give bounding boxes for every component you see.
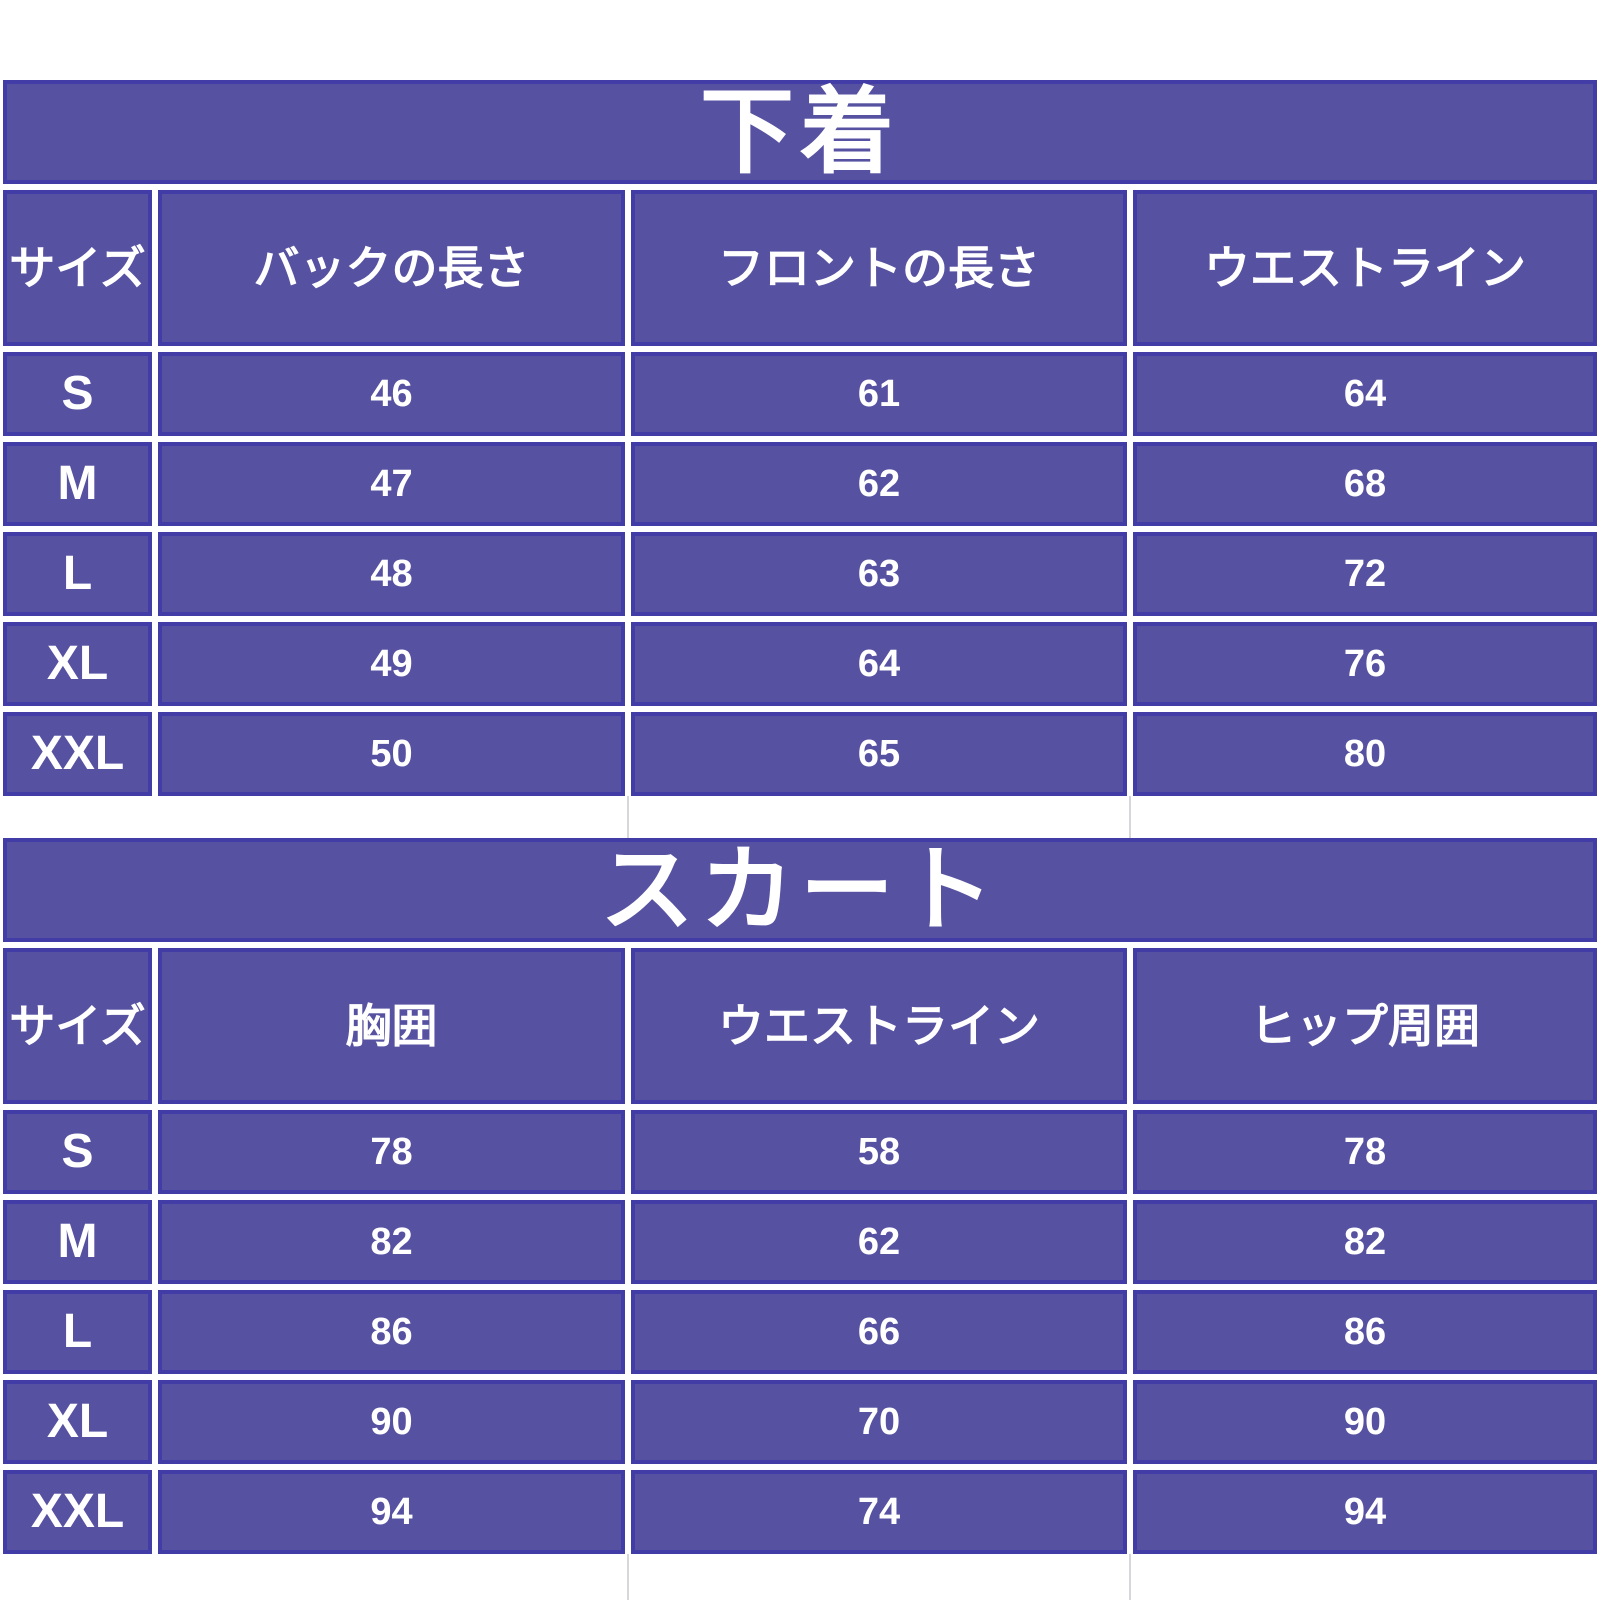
value-cell: 90: [1133, 1380, 1597, 1464]
value-cell: 47: [158, 442, 625, 526]
value-cell: 62: [631, 442, 1127, 526]
column-gutter-shadow: [1129, 1554, 1131, 1600]
sk-header-hip: ヒップ周囲: [1133, 948, 1597, 1104]
value-cell: 86: [158, 1290, 625, 1374]
size-label-cell: XXL: [3, 712, 152, 796]
skirt-table-title: スカート: [3, 838, 1597, 942]
value-cell: 86: [1133, 1290, 1597, 1374]
value-cell: 48: [158, 532, 625, 616]
value-cell: 76: [1133, 622, 1597, 706]
value-cell: 62: [631, 1200, 1127, 1284]
value-cell: 65: [631, 712, 1127, 796]
value-cell: 68: [1133, 442, 1597, 526]
value-cell: 90: [158, 1380, 625, 1464]
value-cell: 64: [1133, 352, 1597, 436]
value-cell: 46: [158, 352, 625, 436]
value-cell: 50: [158, 712, 625, 796]
value-cell: 80: [1133, 712, 1597, 796]
uw-header-back-length: バックの長さ: [158, 190, 625, 346]
size-label-cell: L: [3, 532, 152, 616]
value-cell: 66: [631, 1290, 1127, 1374]
underwear-size-table: 下着 サイズ バックの長さ フロントの長さ ウエストライン S 46 61 64…: [3, 80, 1597, 796]
value-cell: 78: [158, 1110, 625, 1194]
size-label-cell: S: [3, 352, 152, 436]
value-cell: 49: [158, 622, 625, 706]
value-cell: 78: [1133, 1110, 1597, 1194]
value-cell: 94: [158, 1470, 625, 1554]
size-label-cell: L: [3, 1290, 152, 1374]
sk-header-bust: 胸囲: [158, 948, 625, 1104]
size-label-cell: S: [3, 1110, 152, 1194]
column-gutter-shadow: [1129, 796, 1131, 838]
value-cell: 63: [631, 532, 1127, 616]
size-label-cell: M: [3, 442, 152, 526]
column-gutter-shadow: [627, 796, 629, 838]
value-cell: 74: [631, 1470, 1127, 1554]
uw-header-size: サイズ: [3, 190, 152, 346]
size-label-cell: XL: [3, 1380, 152, 1464]
sk-header-waistline: ウエストライン: [631, 948, 1127, 1104]
value-cell: 72: [1133, 532, 1597, 616]
sk-header-size: サイズ: [3, 948, 152, 1104]
value-cell: 58: [631, 1110, 1127, 1194]
value-cell: 94: [1133, 1470, 1597, 1554]
uw-header-waistline: ウエストライン: [1133, 190, 1597, 346]
size-label-cell: M: [3, 1200, 152, 1284]
value-cell: 82: [1133, 1200, 1597, 1284]
underwear-table-title: 下着: [3, 80, 1597, 184]
column-gutter-shadow: [627, 1554, 629, 1600]
size-label-cell: XL: [3, 622, 152, 706]
value-cell: 61: [631, 352, 1127, 436]
value-cell: 70: [631, 1380, 1127, 1464]
skirt-size-table: スカート サイズ 胸囲 ウエストライン ヒップ周囲 S 78 58 78 M 8…: [3, 838, 1597, 1554]
uw-header-front-length: フロントの長さ: [631, 190, 1127, 346]
size-label-cell: XXL: [3, 1470, 152, 1554]
value-cell: 82: [158, 1200, 625, 1284]
value-cell: 64: [631, 622, 1127, 706]
